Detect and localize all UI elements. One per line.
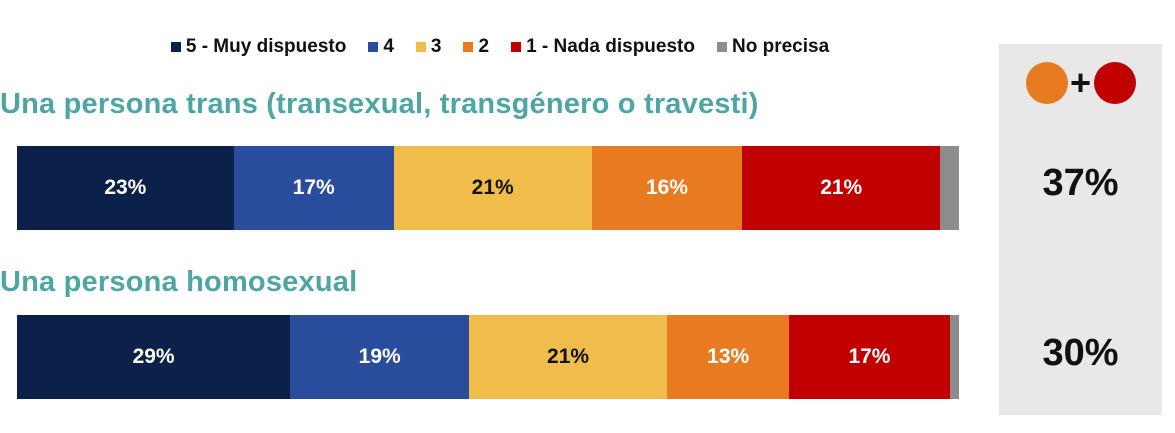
summary-symbol: + [999,62,1162,104]
data-label-1-2: 21% [547,345,590,368]
bar-segment-0-3: 16% [591,146,743,230]
data-label-0-0: 23% [104,176,147,199]
data-label-1-3: 13% [707,345,750,368]
legend-swatch-2 [415,42,426,52]
summary-panel: + 37% 30% [999,44,1162,415]
data-label-0-1: 17% [292,176,335,199]
legend-swatch-1 [368,42,379,52]
bar-segment-1-3: 13% [666,315,790,399]
orange-circle-icon [1025,62,1068,104]
chart-legend: 5 - Muy dispuesto 4 3 2 1 - Nada dispuesto No… [0,36,1000,58]
bar-segment-0-5 [940,146,959,230]
data-label-1-1: 19% [358,345,401,368]
row-title-homosexual: Una persona homosexual [0,266,358,298]
legend-swatch-0 [170,42,181,52]
bar-segment-0-0: 23% [17,146,234,230]
data-label-0-3: 16% [645,176,688,199]
data-label-1-4: 17% [848,345,891,368]
bar-segment-1-5 [949,315,959,399]
summary-total-homosexual: 30% [1042,332,1119,374]
bar-segment-1-2: 21% [469,315,667,399]
legend-label-1: 4 [383,36,394,57]
legend-label-3: 2 [478,36,490,57]
legend-label-0: 5 - Muy dispuesto [185,36,347,57]
legend-item-5: No precisa [716,36,830,58]
plus-sign: + [1069,62,1092,103]
data-label-0-4: 21% [820,176,863,199]
legend-swatch-5 [716,42,727,52]
legend-label-2: 3 [430,36,442,57]
bar-segment-0-4: 21% [742,146,941,230]
bar-segment-0-2: 21% [393,146,592,230]
data-label-0-2: 21% [471,176,514,199]
legend-item-4: 1 - Nada dispuesto [511,36,695,58]
bar-segment-1-0: 29% [17,315,291,399]
legend-item-1: 4 [368,36,394,58]
legend-label-4: 1 - Nada dispuesto [526,36,695,57]
bar-segment-1-4: 17% [789,315,950,399]
legend-swatch-3 [463,42,474,52]
stacked-bar-homosexual: 29% 19% 21% 13% 17% [17,315,959,399]
row-title-trans: Una persona trans (transexual, transgéne… [0,88,759,120]
bar-segment-0-1: 17% [233,146,394,230]
legend-swatch-4 [511,42,522,52]
legend-label-5: No precisa [731,36,830,57]
data-label-1-0: 29% [132,345,175,368]
red-circle-icon [1093,62,1136,104]
legend-item-3: 2 [463,36,489,58]
summary-total-trans: 37% [1042,162,1119,204]
stacked-bar-trans: 23% 17% 21% 16% 21% [17,146,959,230]
bar-segment-1-1: 19% [290,315,470,399]
legend-item-2: 3 [415,36,442,58]
legend-item-0: 5 - Muy dispuesto [170,36,347,58]
